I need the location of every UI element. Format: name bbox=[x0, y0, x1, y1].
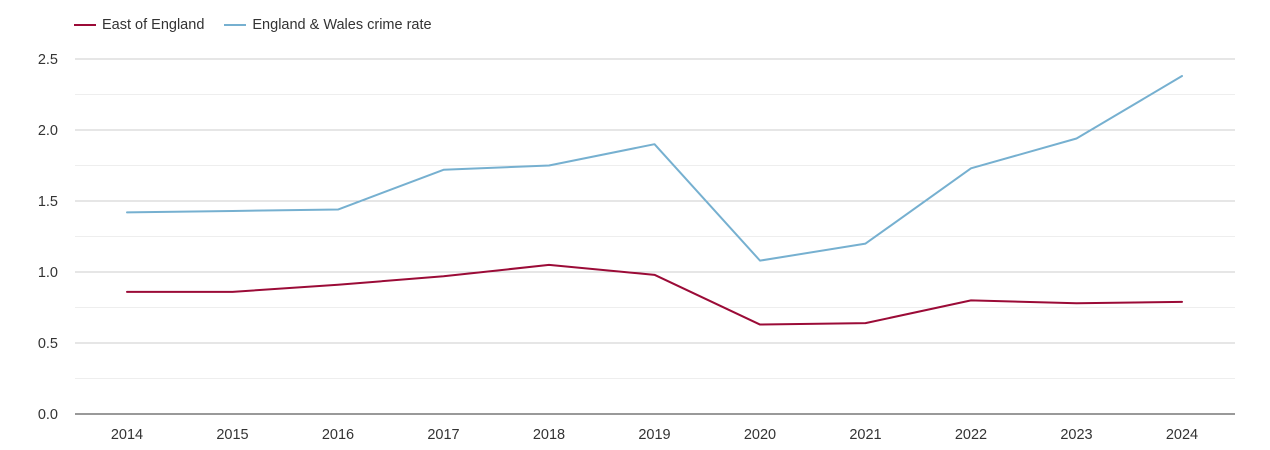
x-tick-label: 2015 bbox=[216, 427, 248, 443]
legend-item-england-wales[interactable]: England & Wales crime rate bbox=[224, 17, 432, 33]
y-tick-label: 2.5 bbox=[38, 52, 58, 68]
x-tick-label: 2022 bbox=[955, 427, 987, 443]
y-tick-label: 1.5 bbox=[38, 194, 58, 210]
legend: East of England England & Wales crime ra… bbox=[74, 15, 452, 35]
tick-label-layer: 0.0 0.5 1.0 1.5 2.0 2.5 2014 2015 2016 2017 2018 20… bbox=[38, 52, 1198, 443]
y-tick-label: 0.0 bbox=[38, 407, 58, 423]
x-tick-label: 2024 bbox=[1166, 427, 1198, 443]
series-layer bbox=[126, 75, 1183, 326]
legend-item-east-of-england[interactable]: East of England bbox=[74, 17, 204, 33]
legend-swatch-east-of-england bbox=[74, 24, 96, 26]
legend-label-england-wales: England & Wales crime rate bbox=[252, 17, 432, 33]
grid-layer bbox=[75, 58, 1235, 379]
x-tick-label: 2014 bbox=[111, 427, 143, 443]
legend-swatch-england-wales bbox=[224, 24, 247, 26]
y-tick-label: 1.0 bbox=[38, 265, 58, 281]
x-tick-label: 2021 bbox=[849, 427, 881, 443]
x-tick-label: 2023 bbox=[1060, 427, 1092, 443]
x-tick-label: 2017 bbox=[427, 427, 459, 443]
x-tick-label: 2020 bbox=[744, 427, 776, 443]
x-tick-label: 2018 bbox=[533, 427, 565, 443]
x-tick-label: 2019 bbox=[638, 427, 670, 443]
x-tick-label: 2016 bbox=[322, 427, 354, 443]
y-tick-label: 2.0 bbox=[38, 123, 58, 139]
series-line-1[interactable] bbox=[126, 75, 1183, 262]
y-tick-label: 0.5 bbox=[38, 336, 58, 352]
legend-label-east-of-england: East of England bbox=[102, 17, 205, 33]
series-line-0[interactable] bbox=[126, 263, 1183, 326]
